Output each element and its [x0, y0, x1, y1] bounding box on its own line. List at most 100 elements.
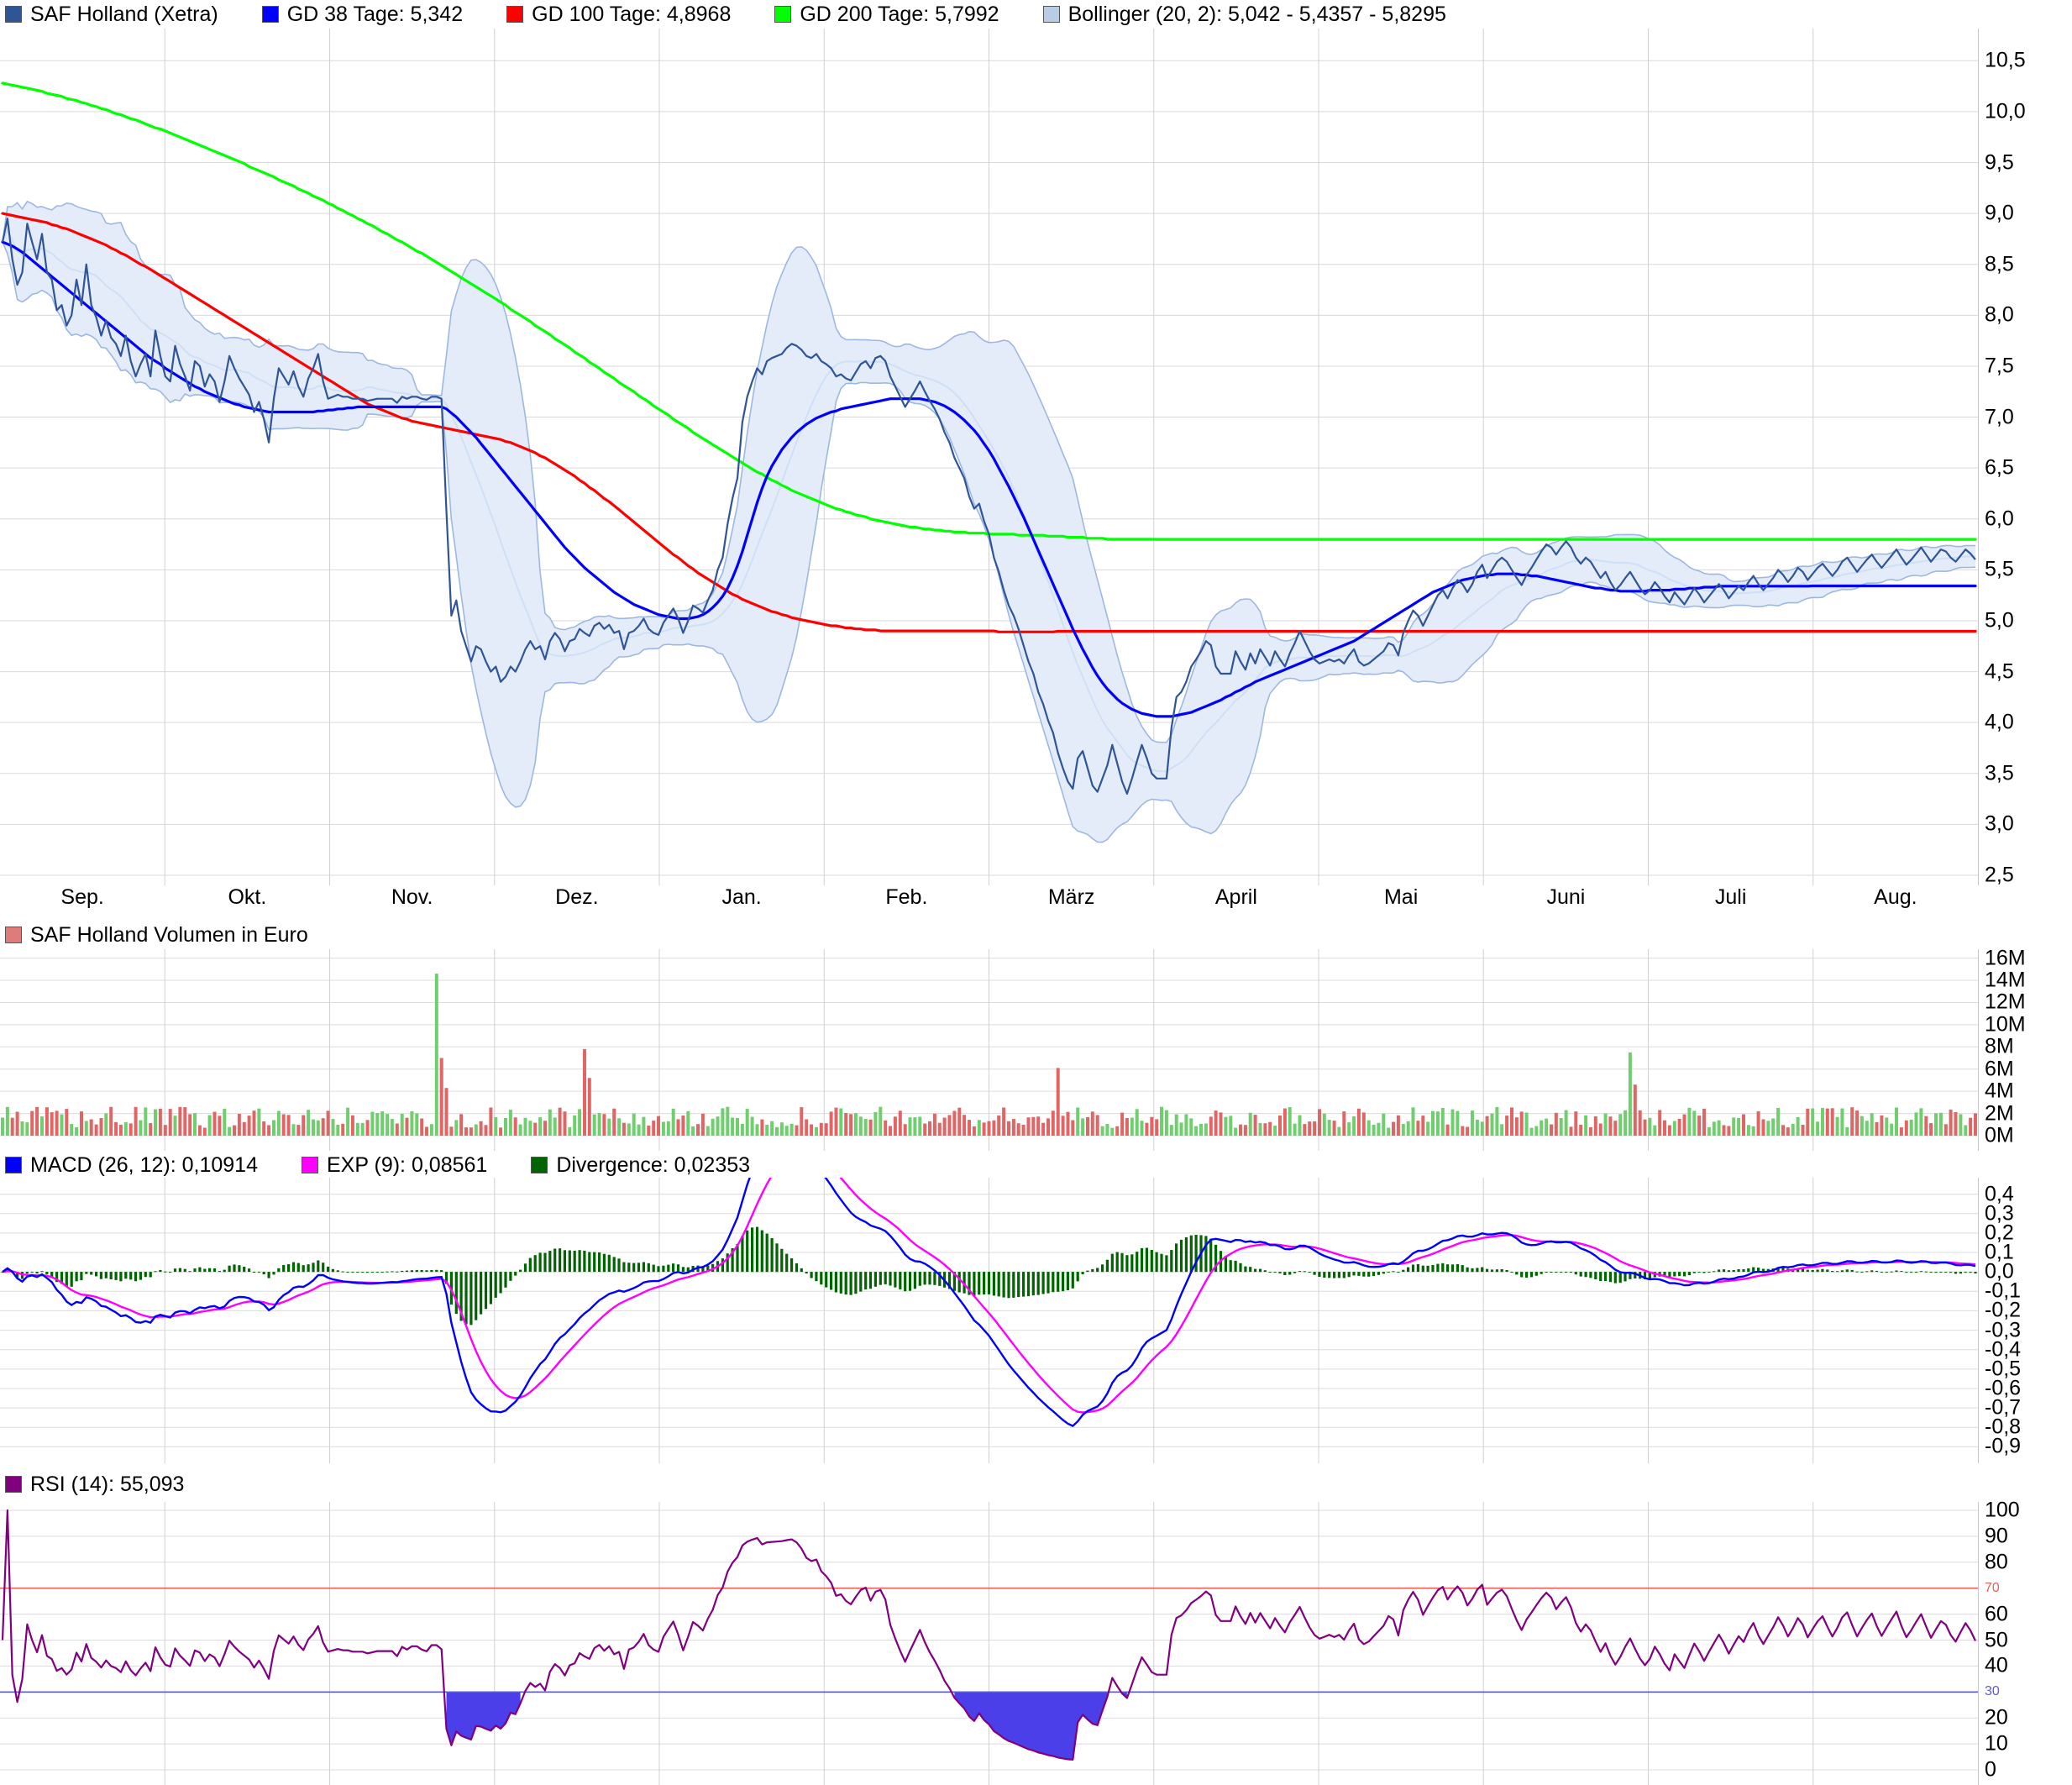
- macd-histogram-bar: [243, 1267, 246, 1273]
- volume-bar: [889, 1126, 892, 1136]
- price-plot[interactable]: [0, 29, 1978, 885]
- macd-histogram-bar: [257, 1272, 260, 1273]
- macd-histogram-bar: [1608, 1272, 1612, 1283]
- macd-histogram-bar: [938, 1272, 942, 1286]
- volume-bar: [1514, 1117, 1519, 1136]
- macd-histogram-bar: [834, 1272, 837, 1293]
- volume-bar: [671, 1108, 675, 1136]
- macd-histogram-bar: [1052, 1272, 1055, 1293]
- volume-y-axis: [1978, 949, 2072, 1151]
- legend-item-saf-holland[interactable]: SAF Holland (Xetra): [5, 3, 218, 25]
- macd-histogram-bar: [667, 1264, 670, 1273]
- macd-histogram-bar: [233, 1264, 236, 1273]
- macd-histogram-bar: [810, 1272, 813, 1278]
- volume-bar: [123, 1121, 128, 1136]
- macd-y-axis: [1978, 1178, 2072, 1463]
- macd-histogram-bar: [1747, 1268, 1750, 1273]
- volume-bar: [839, 1108, 843, 1136]
- y-tick-label: 5,5: [1985, 557, 2014, 581]
- legend-item-exp9[interactable]: EXP (9): 0,08561: [301, 1154, 487, 1176]
- volume-bar: [5, 1106, 9, 1136]
- volume-plot[interactable]: [0, 949, 1978, 1151]
- volume-bar: [1924, 1116, 1928, 1136]
- macd-histogram-bar: [598, 1252, 601, 1273]
- macd-histogram-bar: [1565, 1272, 1568, 1273]
- legend-item-gd100[interactable]: GD 100 Tage: 4,8968: [506, 2, 732, 26]
- volume-bar: [1002, 1107, 1006, 1136]
- macd-histogram-bar: [1486, 1268, 1489, 1273]
- macd-histogram-bar: [785, 1253, 789, 1273]
- volume-bar: [365, 1120, 370, 1136]
- macd-histogram-bar: [1742, 1269, 1745, 1273]
- macd-histogram-bar: [1411, 1264, 1415, 1273]
- legend-label: GD 100 Tage: 4,8968: [532, 2, 732, 26]
- volume-bar: [84, 1121, 88, 1136]
- legend-item-gd38[interactable]: GD 38 Tage: 5,342: [261, 3, 463, 25]
- series-swatch-icon: [5, 6, 22, 23]
- macd-histogram-bar: [193, 1268, 197, 1273]
- macd-histogram-bar: [464, 1272, 468, 1325]
- volume-bar: [1811, 1108, 1815, 1136]
- macd-histogram-bar: [1515, 1272, 1519, 1275]
- volume-bar: [1258, 1122, 1262, 1136]
- macd-histogram-bar: [1086, 1270, 1089, 1273]
- y-tick-label: -0,7: [1985, 1395, 2022, 1420]
- volume-bar: [1031, 1116, 1036, 1136]
- volume-bar: [1239, 1124, 1242, 1136]
- macd-histogram-bar: [1377, 1272, 1380, 1275]
- volume-bar: [1934, 1113, 1938, 1136]
- volume-bar: [1786, 1127, 1790, 1136]
- volume-bar: [1253, 1115, 1257, 1136]
- macd-histogram-bar: [1308, 1272, 1311, 1273]
- macd-histogram-bar: [1648, 1272, 1651, 1279]
- volume-bar: [617, 1118, 622, 1136]
- macd-histogram-bar: [322, 1263, 325, 1273]
- series-swatch-icon: [5, 1476, 22, 1493]
- legend-item-bollinger[interactable]: Bollinger (20, 2): 5,042 - 5,4357 - 5,82…: [1042, 2, 1446, 26]
- volume-bar: [1179, 1122, 1183, 1136]
- macd-histogram-bar: [538, 1252, 542, 1273]
- legend-item-divergence[interactable]: Divergence: 0,02353: [531, 1154, 750, 1176]
- volume-bar: [1954, 1112, 1958, 1136]
- legend-item-rsi[interactable]: RSI (14): 55,093: [5, 1473, 184, 1495]
- macd-histogram-bar: [1505, 1270, 1508, 1273]
- volume-bar: [390, 1119, 394, 1136]
- macd-histogram-bar: [198, 1267, 202, 1273]
- x-axis-months: Sep. Okt. Nov. Dez. Jan. Feb. März April Mai Juni…: [0, 887, 1978, 921]
- y-tick-label: 7,5: [1985, 354, 2014, 378]
- volume-bar: [795, 1125, 799, 1136]
- volume-bar: [134, 1106, 138, 1136]
- macd-histogram-bar: [415, 1269, 418, 1273]
- macd-histogram-bar: [1224, 1256, 1227, 1273]
- volume-bar: [1431, 1110, 1435, 1136]
- macd-histogram-bar: [854, 1272, 858, 1294]
- volume-bar: [952, 1110, 957, 1136]
- volume-bar: [1495, 1106, 1499, 1136]
- rsi-plot[interactable]: [0, 1502, 1978, 1785]
- volume-bar: [434, 974, 438, 1136]
- y-tick-label: 0,2: [1985, 1221, 2014, 1245]
- macd-plot[interactable]: [0, 1178, 1978, 1463]
- macd-histogram-bar: [746, 1230, 749, 1273]
- macd-histogram-bar: [287, 1264, 291, 1273]
- macd-histogram-bar: [1145, 1247, 1148, 1273]
- volume-bar: [331, 1119, 335, 1136]
- macd-histogram-bar: [159, 1269, 162, 1273]
- volume-bar: [908, 1117, 912, 1136]
- volume-bar: [444, 1088, 448, 1136]
- y-tick-label: 10,0: [1985, 99, 2026, 123]
- volume-bar: [1095, 1115, 1099, 1136]
- legend-item-gd200[interactable]: GD 200 Tage: 5,7992: [774, 3, 999, 25]
- volume-bar: [632, 1113, 636, 1136]
- legend-item-volume[interactable]: SAF Holland Volumen in Euro: [5, 924, 308, 946]
- volume-bar: [1313, 1121, 1317, 1136]
- macd-histogram-bar: [1125, 1255, 1129, 1273]
- macd-histogram-bar: [1520, 1272, 1524, 1278]
- legend-label: Bollinger (20, 2): 5,042 - 5,4357 - 5,82…: [1067, 2, 1446, 26]
- macd-histogram-bar: [963, 1272, 966, 1294]
- macd-histogram-bar: [873, 1272, 877, 1287]
- legend-item-macd[interactable]: MACD (26, 12): 0,10914: [5, 1154, 258, 1176]
- y-tick-label: 0,3: [1985, 1201, 2014, 1226]
- volume-bar: [1870, 1113, 1874, 1136]
- macd-histogram-bar: [1407, 1267, 1410, 1273]
